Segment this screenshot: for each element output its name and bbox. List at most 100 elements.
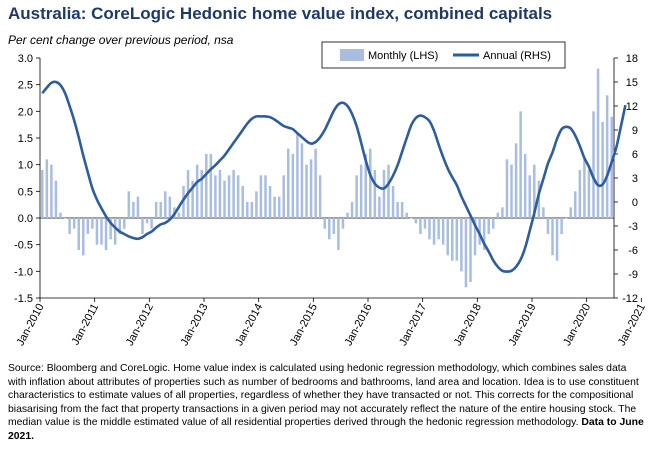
monthly-bar: [601, 122, 604, 218]
monthly-bar: [159, 202, 162, 218]
monthly-bar: [496, 212, 500, 218]
right-tick-label: -12: [622, 293, 638, 305]
monthly-bar: [136, 196, 140, 218]
monthly-bar: [45, 159, 49, 218]
left-tick-label: -1.0: [14, 266, 33, 278]
monthly-bar: [487, 218, 490, 234]
monthly-bar: [205, 154, 208, 218]
monthly-bar: [154, 202, 158, 218]
legend-monthly-label: Monthly (LHS): [368, 50, 438, 62]
right-tick-label: -6: [628, 245, 638, 257]
monthly-bar: [423, 218, 427, 229]
monthly-bar: [255, 191, 258, 218]
monthly-bar: [246, 202, 249, 218]
monthly-bar: [437, 218, 440, 240]
left-tick-label: -0.5: [14, 240, 33, 252]
x-tick-label: Jan-2018: [452, 302, 484, 348]
monthly-bar: [305, 164, 308, 218]
monthly-bar: [382, 170, 386, 218]
monthly-bar: [346, 212, 349, 218]
x-tick-label: Jan-2011: [70, 302, 102, 347]
monthly-bar: [168, 196, 172, 218]
monthly-bar: [337, 218, 340, 250]
monthly-bar: [118, 218, 121, 234]
x-tick-label: Jan-2017: [397, 302, 429, 348]
right-tick-label: 12: [626, 101, 638, 113]
monthly-bar: [469, 218, 472, 282]
monthly-bar: [405, 212, 408, 218]
monthly-bar: [428, 218, 431, 240]
monthly-bar: [574, 191, 577, 218]
chart-title: Australia: CoreLogic Hedonic home value …: [8, 4, 553, 23]
monthly-bar: [82, 218, 85, 256]
chart: -1.5 -1.0 -0.5 0.0 0.5 1.0 1.5 2.0 2.5 3.0 -12 -9 -6…: [14, 41, 648, 348]
left-tick-label: 0.5: [18, 186, 33, 198]
right-tick-label: 15: [626, 77, 638, 89]
monthly-bar: [164, 191, 167, 218]
monthly-bar: [100, 218, 103, 245]
monthly-bar: [227, 175, 231, 218]
left-tick-label: 1.0: [18, 160, 33, 172]
monthly-bar: [596, 68, 600, 218]
monthly-bar: [200, 170, 203, 218]
monthly-bar: [191, 180, 194, 218]
monthly-bar: [277, 196, 281, 218]
x-tick-label: Jan-2014: [233, 302, 265, 348]
monthly-bar: [109, 218, 112, 240]
x-tick-label: Jan-2020: [561, 302, 593, 348]
monthly-bar: [473, 218, 477, 256]
monthly-bar: [309, 159, 313, 218]
monthly-bar: [328, 218, 331, 240]
source-data-date: Data to June 2021.: [8, 417, 644, 442]
monthly-bar: [132, 202, 135, 218]
monthly-bar: [54, 180, 58, 218]
monthly-bar: [396, 202, 399, 218]
monthly-bar: [287, 148, 290, 218]
x-tick-label: Jan-2019: [507, 302, 539, 348]
monthly-bar: [400, 202, 404, 218]
left-tick-label: -1.5: [14, 293, 33, 305]
left-tick-label: 3.0: [18, 53, 33, 65]
monthly-bar: [501, 207, 504, 218]
monthly-bar: [177, 212, 181, 218]
monthly-bar: [50, 164, 53, 218]
monthly-bar: [505, 159, 509, 218]
monthly-bar: [182, 186, 185, 218]
monthly-bars: [41, 68, 613, 288]
monthly-bar: [410, 218, 413, 219]
monthly-bar: [528, 175, 531, 218]
legend-annual-label: Annual (RHS): [483, 50, 551, 62]
monthly-bar: [391, 186, 395, 218]
monthly-bar: [482, 218, 486, 250]
monthly-bar: [555, 218, 559, 261]
monthly-bar: [273, 196, 276, 218]
monthly-bar: [364, 154, 367, 218]
monthly-bar: [564, 218, 568, 219]
monthly-bar: [514, 143, 518, 218]
annual-line: [41, 80, 627, 273]
right-tick-label: 18: [626, 53, 638, 65]
monthly-bar: [72, 218, 76, 229]
monthly-bar: [373, 170, 377, 218]
right-tick-label: 3: [632, 173, 638, 185]
monthly-bar: [241, 186, 244, 218]
monthly-bar: [314, 148, 317, 218]
right-tick-label: 0: [632, 197, 638, 209]
monthly-bar: [519, 111, 522, 218]
monthly-bar: [91, 218, 94, 229]
monthly-bar: [441, 218, 445, 245]
monthly-bar: [492, 218, 495, 229]
x-tick-label: Jan-2013: [179, 302, 211, 348]
monthly-bar: [223, 180, 226, 218]
monthly-bar: [387, 164, 390, 218]
left-tick-label: 2.0: [18, 106, 33, 118]
right-tick-label: -9: [628, 269, 638, 281]
monthly-bar: [95, 218, 99, 245]
annual-line-layer: [41, 80, 627, 273]
right-tick-label: -3: [628, 221, 638, 233]
x-tick-label: Jan-2015: [288, 302, 320, 348]
monthly-bar: [250, 202, 254, 218]
monthly-bar: [218, 170, 222, 218]
monthly-bar: [77, 218, 80, 250]
x-tick-label: Jan-2012: [124, 302, 156, 348]
